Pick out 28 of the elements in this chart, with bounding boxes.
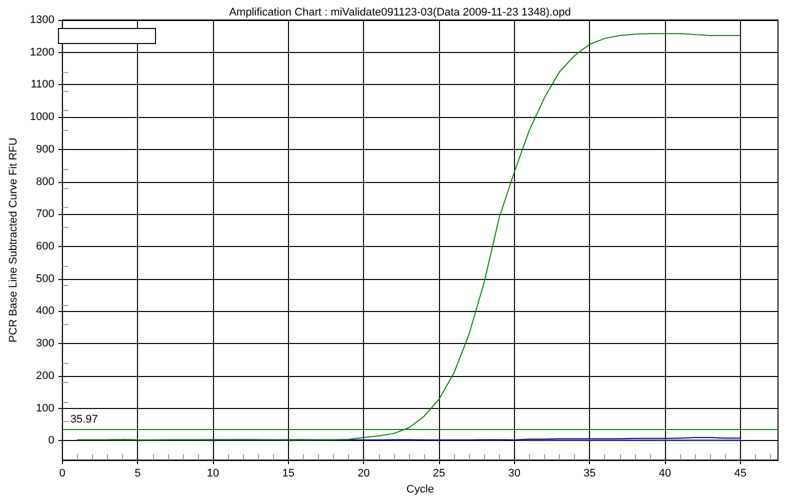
x-axis-title: Cycle [406, 484, 434, 496]
y-tick-label: 800 [36, 176, 54, 188]
y-tick-label: 600 [36, 240, 54, 253]
x-tick-label: 15 [282, 468, 294, 480]
y-tick-label: 400 [36, 305, 54, 318]
x-tick-label: 25 [432, 468, 446, 480]
x-tick-label: 5 [134, 468, 141, 480]
x-tick-label: 30 [508, 468, 520, 480]
x-tick-label: 0 [59, 468, 66, 480]
y-tick-label: 100 [36, 402, 54, 414]
y-tick-label: 500 [36, 272, 54, 285]
y-tick-label: 1000 [30, 111, 54, 124]
y-tick-label: 1100 [30, 78, 54, 91]
ref-line-label: 35.97 [70, 414, 98, 426]
x-tick-label: 45 [734, 468, 746, 480]
y-tick-label: 0 [48, 434, 54, 447]
x-tick-label: 35 [584, 468, 596, 480]
y-tick-label: 900 [36, 143, 54, 156]
y-tick-label: 1200 [30, 46, 54, 58]
chart-title: Amplification Chart : miValidate091123-03(Data 2009-11-23 1348).opd [229, 6, 571, 18]
y-tick-label: 200 [36, 370, 54, 382]
x-tick-label: 40 [658, 468, 672, 480]
y-tick-label: 300 [36, 338, 54, 350]
y-tick-label: 1300 [30, 14, 54, 26]
y-axis-title: PCR Base Line Subtracted Curve Fit RFU [8, 138, 20, 342]
y-tick-label: 700 [36, 208, 54, 220]
x-tick-label: 20 [358, 468, 370, 480]
x-tick-label: 10 [206, 468, 220, 480]
